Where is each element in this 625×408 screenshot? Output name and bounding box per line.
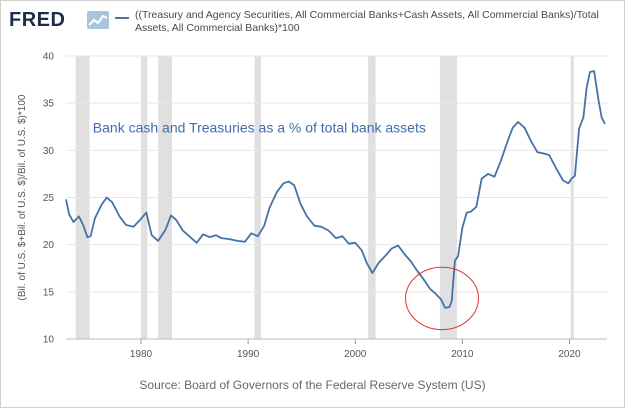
y-tick-label: 30 (43, 146, 55, 157)
source-note: Source: Board of Governors of the Federa… (139, 378, 486, 392)
x-tick-label: 1990 (237, 349, 260, 360)
line-chart: 10 15 20 25 30 35 40 1980 1990 2000 2010 2020 (Bil. … (17, 52, 607, 360)
chart-trend-icon (87, 11, 109, 29)
x-tick-label: 2000 (344, 349, 367, 360)
fred-logo[interactable]: FRED (9, 9, 66, 31)
y-tick-label: 20 (43, 240, 55, 251)
x-tick-label: 2010 (451, 349, 474, 360)
annotation-text: Bank cash and Treasuries as a % of total… (93, 119, 426, 135)
x-tick-label: 1980 (130, 349, 153, 360)
series-line (65, 70, 606, 309)
x-tick-label: 2020 (558, 349, 581, 360)
highlight-circle (405, 266, 479, 331)
y-tick-label: 15 (43, 287, 55, 298)
y-tick-label: 10 (43, 335, 55, 346)
y-tick-label: 25 (43, 193, 55, 204)
y-axis-label: (Bil. of U.S. $+Bil. of U.S. $)/Bil. of … (17, 94, 28, 300)
legend-series-name[interactable]: ((Treasury and Agency Securities, All Co… (135, 9, 599, 34)
header: FRED ((Treasury and Agency Securities, A… (9, 7, 621, 43)
legend-swatch (115, 17, 129, 19)
y-tick-label: 35 (43, 99, 55, 110)
y-tick-label: 40 (43, 52, 55, 63)
